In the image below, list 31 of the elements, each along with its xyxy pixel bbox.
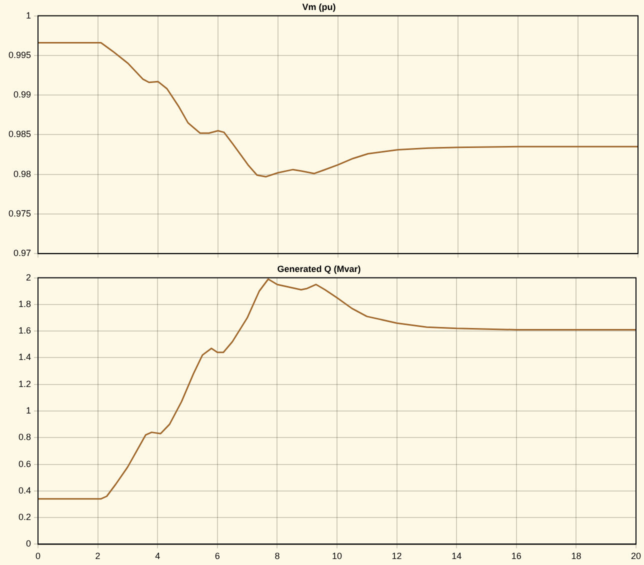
y-tick-label: 0.98 — [13, 168, 31, 179]
y-tick-label: 0.2 — [18, 512, 31, 522]
y-tick-label: 0.985 — [8, 129, 31, 140]
y-tick-label: 0.99 — [13, 90, 31, 100]
chart-title: Generated Q (Mvar) — [277, 264, 361, 274]
chart-title: Vm (pu) — [302, 2, 336, 12]
x-tick-label: 0 — [35, 551, 41, 562]
x-tick-label: 4 — [155, 551, 160, 562]
x-tick-label: 12 — [392, 551, 402, 562]
y-tick-label: 1.8 — [18, 298, 31, 309]
x-tick-label: 8 — [274, 551, 280, 562]
x-tick-label: 2 — [95, 551, 100, 562]
x-tick-label: 10 — [332, 551, 342, 562]
y-tick-label: 0.8 — [18, 432, 31, 442]
x-tick-label: 6 — [214, 551, 220, 562]
x-tick-label: 20 — [630, 551, 641, 562]
y-tick-label: 1.6 — [18, 326, 31, 336]
y-tick-label: 1.2 — [18, 378, 31, 389]
y-tick-label: 0.6 — [18, 458, 31, 469]
x-tick-label: 18 — [571, 551, 582, 562]
y-tick-label: 1 — [26, 10, 31, 20]
x-tick-label: 16 — [511, 551, 522, 562]
y-tick-label: 2 — [26, 272, 31, 282]
y-tick-label: 0.4 — [18, 485, 31, 496]
y-tick-label: 0.97 — [13, 248, 31, 258]
y-tick-label: 0.975 — [8, 208, 31, 218]
y-tick-label: 1.4 — [18, 352, 31, 362]
y-tick-label: 1 — [26, 405, 31, 416]
y-tick-label: 0 — [26, 538, 31, 549]
x-tick-label: 14 — [452, 551, 462, 562]
y-tick-label: 0.995 — [8, 50, 31, 60]
